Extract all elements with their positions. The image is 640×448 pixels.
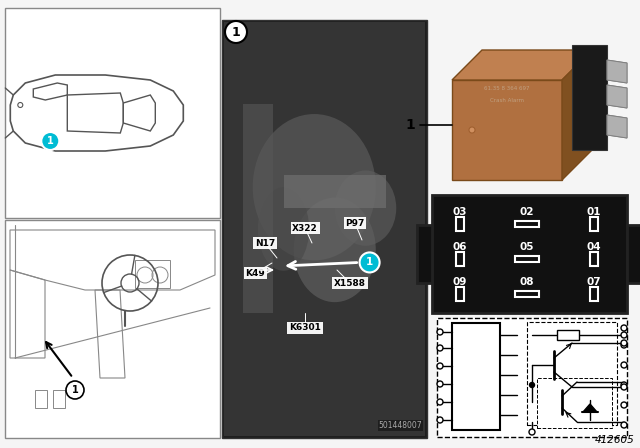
Bar [590, 217, 598, 231]
Circle shape [621, 332, 627, 338]
Bar [515, 291, 539, 297]
Text: X1588: X1588 [334, 279, 366, 288]
Circle shape [529, 429, 535, 435]
Polygon shape [607, 85, 627, 108]
Bar [452, 323, 500, 430]
Circle shape [437, 417, 443, 423]
Text: 08: 08 [520, 277, 534, 287]
Bar [590, 252, 598, 266]
Bar [284, 175, 386, 208]
Polygon shape [607, 115, 627, 138]
Polygon shape [583, 404, 597, 412]
Text: K6301: K6301 [289, 323, 321, 332]
Circle shape [437, 381, 443, 387]
Circle shape [66, 381, 84, 399]
Text: N17: N17 [255, 238, 275, 247]
Circle shape [437, 329, 443, 335]
Text: 1: 1 [405, 118, 415, 132]
Circle shape [621, 342, 627, 348]
Circle shape [621, 362, 627, 368]
Text: 1: 1 [232, 26, 241, 39]
Bar [456, 287, 464, 301]
Ellipse shape [258, 187, 309, 271]
Text: Crash Alarm: Crash Alarm [490, 98, 524, 103]
Ellipse shape [294, 198, 376, 302]
Text: 501448007: 501448007 [378, 421, 422, 430]
Bar [432, 195, 627, 313]
Circle shape [621, 402, 627, 408]
Bar [557, 330, 579, 340]
Bar [5, 220, 220, 438]
Bar [456, 217, 464, 231]
Bar [135, 260, 170, 288]
Circle shape [437, 399, 443, 405]
Bar [35, 390, 47, 408]
Ellipse shape [335, 171, 396, 246]
Circle shape [437, 363, 443, 369]
Text: 1: 1 [72, 385, 78, 395]
Text: 05: 05 [520, 242, 534, 252]
Bar [222, 20, 427, 438]
Bar [456, 252, 464, 266]
Bar [537, 378, 612, 428]
Text: 412605: 412605 [595, 435, 635, 445]
Circle shape [621, 384, 627, 390]
Polygon shape [452, 50, 592, 80]
Polygon shape [607, 60, 627, 83]
Circle shape [469, 127, 475, 133]
Text: 01: 01 [587, 207, 601, 217]
Circle shape [437, 345, 443, 351]
Polygon shape [452, 80, 562, 180]
Polygon shape [572, 45, 607, 150]
Text: 09: 09 [453, 277, 467, 287]
Polygon shape [607, 85, 627, 108]
Bar [437, 318, 627, 437]
Text: 06: 06 [452, 242, 467, 252]
Circle shape [360, 252, 380, 272]
Text: X322: X322 [292, 224, 318, 233]
Polygon shape [607, 60, 627, 83]
Text: 1: 1 [366, 258, 373, 267]
Circle shape [42, 132, 60, 150]
Bar [515, 221, 539, 227]
Bar [224, 22, 425, 436]
Circle shape [621, 325, 627, 331]
Ellipse shape [253, 114, 376, 260]
Circle shape [621, 382, 627, 388]
Text: 07: 07 [587, 277, 602, 287]
Circle shape [529, 383, 534, 388]
Bar [417, 225, 432, 283]
Text: P97: P97 [346, 219, 365, 228]
Bar [527, 322, 617, 425]
Bar [243, 103, 273, 313]
Text: 03: 03 [452, 207, 467, 217]
Circle shape [621, 422, 627, 428]
Polygon shape [562, 50, 592, 180]
Bar [627, 225, 640, 283]
Bar [53, 390, 65, 408]
Text: 04: 04 [587, 242, 602, 252]
Text: 1: 1 [47, 136, 54, 146]
Bar [590, 287, 598, 301]
Bar [515, 256, 539, 262]
Bar [5, 8, 220, 218]
Circle shape [621, 340, 627, 346]
Text: 61.35 8 364 697: 61.35 8 364 697 [484, 86, 530, 90]
Text: K49: K49 [245, 268, 265, 277]
Polygon shape [607, 115, 627, 138]
Circle shape [225, 21, 247, 43]
Text: 02: 02 [520, 207, 534, 217]
